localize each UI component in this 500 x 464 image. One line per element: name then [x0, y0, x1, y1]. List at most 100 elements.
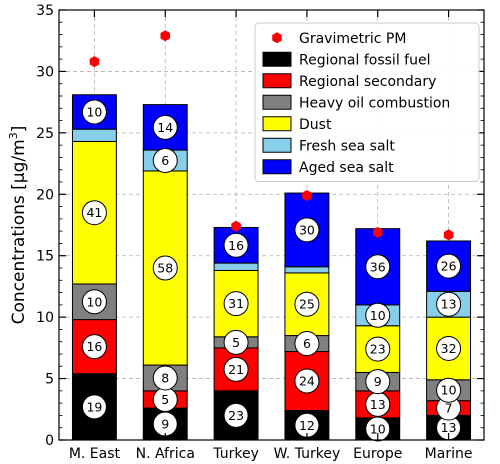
percentage-label-circle: [81, 99, 107, 125]
gravimetric-pm-marker: [302, 190, 312, 202]
y-tick-label: 20: [36, 187, 54, 203]
percentage-label: 21: [228, 362, 244, 377]
percentage-label: 10: [441, 383, 457, 398]
y-axis-title-superscript: 3: [7, 132, 20, 139]
percentage-label-circle: [294, 331, 320, 357]
percentage-label: 10: [86, 104, 102, 119]
percentage-label: 9: [374, 374, 382, 389]
legend-label-dust: Dust: [299, 117, 332, 133]
percentage-label-circle: [223, 291, 249, 317]
legend-label-regional-secondary: Regional secondary: [299, 74, 436, 90]
percentage-label: 8: [161, 370, 169, 385]
x-tick-label: Turkey: [212, 446, 259, 462]
percentage-label: 26: [441, 259, 457, 274]
y-axis-title-close: ]: [9, 126, 29, 133]
percentage-label-circle: [436, 291, 462, 317]
percentage-label: 30: [299, 222, 315, 237]
percentage-label-circle: [365, 254, 391, 280]
percentage-label: 5: [232, 335, 240, 350]
percentage-label: 36: [370, 259, 386, 274]
y-tick-label: 30: [36, 64, 54, 80]
percentage-label: 10: [86, 294, 102, 309]
legend-label-fresh-sea-salt: Fresh sea salt: [299, 138, 395, 154]
y-tick-label: 0: [45, 433, 54, 449]
y-axis-title-main: Concentrations [μg/m: [9, 139, 29, 324]
percentage-label: 12: [299, 418, 315, 433]
percentage-label: 6: [303, 336, 311, 351]
percentage-label-circle: [81, 334, 107, 360]
bar-segment-fresh-sea-salt: [213, 262, 259, 271]
y-tick-label: 5: [45, 372, 54, 388]
gravimetric-pm-marker: [89, 56, 100, 68]
gravimetric-pm-markers: [89, 30, 454, 241]
legend-swatch-dust: [262, 116, 292, 132]
percentage-label-circle: [294, 291, 320, 317]
percentage-label: 31: [228, 296, 244, 311]
percentage-label: 23: [228, 408, 244, 423]
percentage-label-circle: [365, 369, 391, 395]
legend-label-heavy-oil-combustion: Heavy oil combustion: [299, 95, 450, 111]
plot-frame: [58, 9, 485, 441]
percentage-label: 13: [441, 297, 457, 312]
percentage-label-circle: [81, 200, 107, 226]
x-tick-label: W. Turkey: [274, 446, 341, 462]
x-axis: M. East N. Africa Turkey W. Turkey Europe Mar…: [69, 10, 473, 462]
percentage-label-circle: [223, 329, 249, 355]
percentage-label-circle: [365, 302, 391, 328]
legend: Gravimetric PM Regional fossil fuel Region…: [254, 22, 480, 182]
gravimetric-pm-marker: [231, 220, 241, 232]
legend-swatch-fresh-sea-salt: [262, 137, 292, 153]
legend-label-regional-fossil-fuel: Regional fossil fuel: [299, 52, 430, 68]
percentage-label-circle: [223, 402, 249, 428]
percentage-label-circle: [152, 255, 178, 281]
percentage-label: 16: [228, 238, 244, 253]
legend-marker-gravimetric-pm: [272, 32, 282, 44]
bar-segment-fresh-sea-salt: [71, 128, 117, 142]
legend-label-aged-sea-salt: Aged sea salt: [299, 160, 394, 176]
legend-swatch-regional-fossil-fuel: [262, 51, 292, 67]
percentage-label-circle: [81, 289, 107, 315]
y-tick-label: 25: [36, 126, 54, 142]
percentage-label: 32: [441, 341, 457, 356]
legend-swatch-regional-secondary: [262, 73, 292, 89]
percentage-label-circle: [365, 336, 391, 362]
percentage-label-circle: [152, 365, 178, 391]
x-tick-label: Europe: [353, 446, 402, 462]
percentage-labels: 1916104110958586142321531161224625301013…: [81, 99, 462, 442]
legend-swatch-heavy-oil-combustion: [262, 94, 292, 110]
x-tick-label: N. Africa: [136, 446, 195, 462]
percentage-label-circle: [294, 368, 320, 394]
y-axis: 0 5 10 15 20 25 30 35: [36, 3, 484, 449]
percentage-label-circle: [152, 148, 178, 173]
percentage-label: 19: [86, 399, 102, 414]
percentage-label-circle: [436, 335, 462, 361]
gravimetric-pm-marker: [160, 30, 171, 42]
bar-segment-fresh-sea-salt: [284, 266, 330, 274]
percentage-label: 7: [445, 401, 453, 416]
percentage-label: 6: [161, 153, 169, 168]
percentage-label: 9: [161, 417, 169, 432]
legend-label-gravimetric-pm: Gravimetric PM: [299, 31, 406, 47]
percentage-label: 25: [299, 297, 315, 312]
x-tick-label: Marine: [425, 446, 473, 462]
percentage-label-circle: [436, 253, 462, 279]
percentage-label-circle: [294, 217, 320, 243]
legend-swatch-aged-sea-salt: [262, 159, 292, 175]
y-tick-label: 10: [36, 310, 54, 326]
percentage-label-circle: [152, 114, 178, 140]
bars: [71, 94, 472, 441]
percentage-label: 13: [370, 397, 386, 412]
percentage-label: 23: [370, 342, 386, 357]
bar-segment-aged-sea-salt: [355, 228, 401, 306]
y-axis-title: Concentrations [μg/m3]: [7, 126, 29, 325]
percentage-label-circle: [365, 416, 391, 442]
x-tick-label: M. East: [69, 446, 121, 462]
percentage-label-circle: [436, 377, 462, 403]
percentage-label: 13: [441, 420, 457, 435]
y-tick-label: 35: [36, 3, 54, 19]
percentage-label: 14: [157, 120, 173, 135]
gravimetric-pm-marker: [443, 229, 454, 241]
percentage-label: 10: [370, 308, 386, 323]
percentage-label: 5: [161, 392, 169, 407]
